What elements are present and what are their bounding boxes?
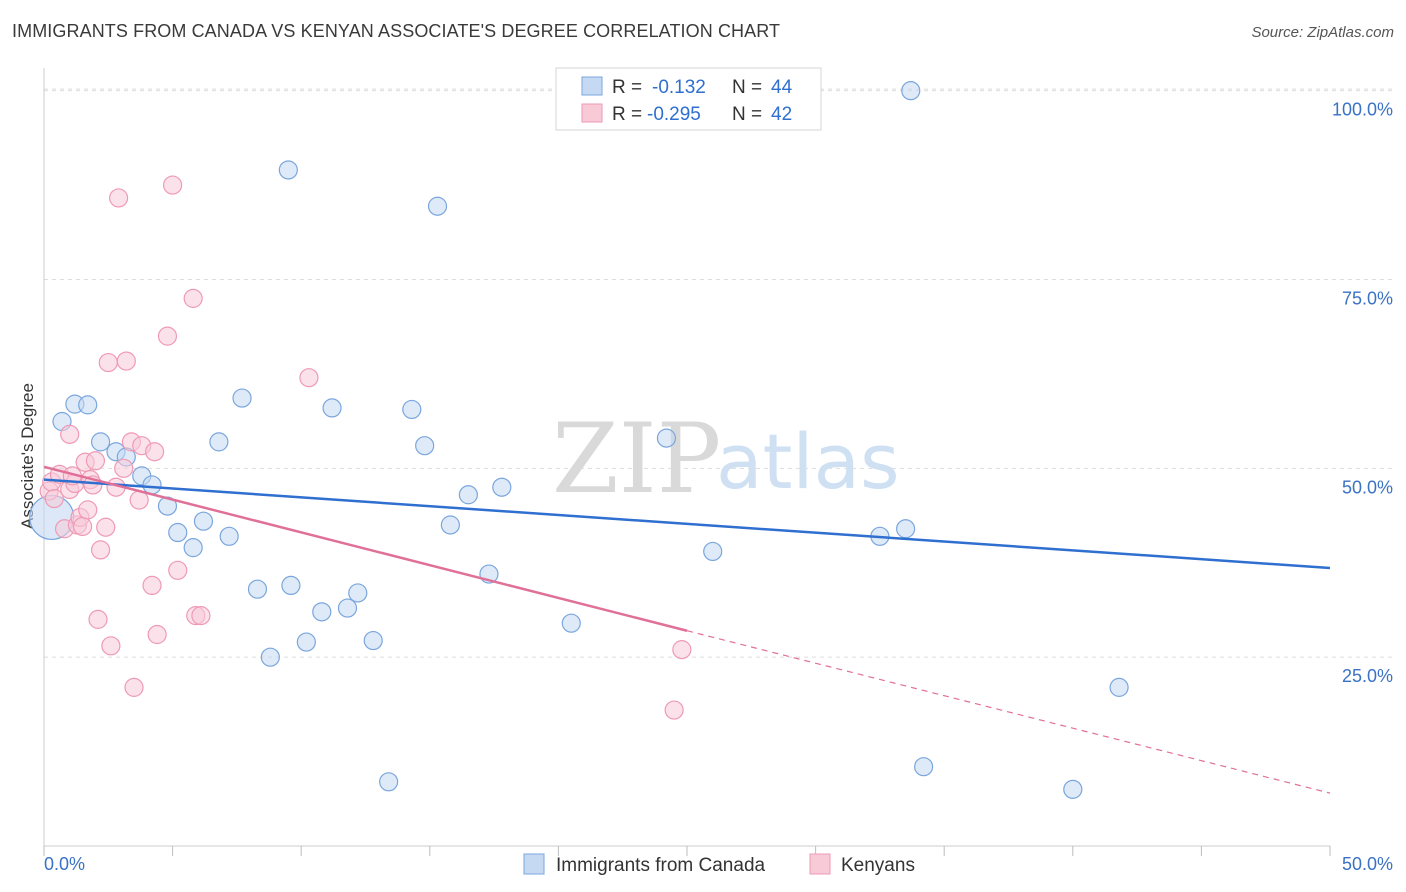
kenyans-point [191,606,211,626]
canada-point [896,519,916,539]
canada-point [656,428,677,448]
canada-point [415,436,435,456]
kenyans-point [147,624,167,645]
canada-point [168,522,188,543]
kenyans-point [116,351,136,371]
watermark: ZIP atlas [552,403,900,515]
series-legend-label-canada: Immigrants from Canada [556,855,766,876]
canada-point [337,598,358,618]
kenyans-point [168,560,188,580]
x-tick-labels: 0.0% 50.0% [44,854,1393,874]
x-tick-label-min: 0.0% [44,854,85,874]
kenyans-point [183,288,203,308]
stats-n-value-2: 42 [771,104,792,125]
canada-point [312,602,332,622]
trend-line-kenyans [43,465,688,632]
x-tick-label-max: 50.0% [1342,854,1393,874]
canada-point [193,511,214,531]
kenyans-point [72,516,93,537]
kenyans-point [44,488,64,509]
stats-n-label-1: N = [732,77,762,98]
stats-legend: R = -0.132 N = 44 R = -0.295 N = 42 [555,67,822,131]
kenyans-point [88,609,108,629]
stats-legend-swatch-kenyans [581,103,603,123]
canada-point [278,160,298,180]
canada-point [78,395,98,415]
kenyans-point [78,500,98,520]
canada-point [561,613,581,633]
trend-line-kenyans-extrapolated [686,630,1331,794]
canada-point [219,526,239,546]
y-tick-label-25: 25.0% [1342,666,1393,686]
kenyans-point [96,517,116,537]
kenyans-point [60,424,80,444]
canada-point [322,398,342,418]
kenyans-point [101,636,121,656]
canada-point [492,477,512,497]
canada-point [142,475,162,495]
canada-point [1063,779,1083,799]
kenyans-point [114,458,134,478]
kenyans-point [672,640,692,660]
kenyans-point [299,368,319,388]
canada-point [260,647,280,667]
canada-point [363,630,383,651]
kenyans-point [142,575,162,596]
canada-point [281,575,301,596]
stats-r-label-2: R = [612,104,642,125]
canada-point [402,399,422,420]
stats-r-label-1: R = [612,77,642,98]
stats-legend-swatch-canada [581,76,603,96]
canada-point [901,81,921,101]
kenyans-point [664,700,684,720]
kenyans-point [124,677,144,697]
watermark-atlas: atlas [716,417,900,506]
series-legend-label-kenyans: Kenyans [841,855,915,876]
y-tick-label-100: 100.0% [1332,100,1393,120]
stats-r-value-1: -0.132 [652,77,706,98]
kenyans-point [85,451,106,471]
canada-point [458,485,478,505]
stats-r-value-2: -0.295 [647,104,701,125]
chart-title: IMMIGRANTS FROM CANADA VS KENYAN ASSOCIA… [12,21,781,41]
kenyans-point [157,326,178,346]
kenyans-point [108,188,129,208]
chart-source: Source: ZipAtlas.com [1251,24,1394,41]
canada-point [1109,677,1129,697]
watermark-zip: ZIP [552,403,721,515]
canada-point [232,388,252,408]
canada-point [209,432,229,452]
canada-point [440,515,460,535]
canada-point [427,196,448,216]
canada-point [296,632,316,652]
y-tick-label-75: 75.0% [1342,288,1393,308]
x-ticks [43,846,1331,856]
kenyans-point [98,352,118,373]
canada-point [90,432,111,452]
series-legend-swatch-canada [523,853,545,875]
series-legend-swatch-kenyans [809,853,831,875]
canada-point [183,538,203,558]
y-tick-label-50: 50.0% [1342,477,1393,497]
series-legend: Immigrants from Canada Kenyans [523,853,915,876]
trend-line-canada [43,478,1331,570]
gridlines [44,88,1394,658]
canada-point [379,772,399,792]
canada-point [703,541,723,562]
y-axis-label: Associate's Degree [18,383,37,529]
y-tick-labels: 25.0% 50.0% 75.0% 100.0% [1332,100,1393,687]
canada-point [914,757,934,777]
trend-lines [43,465,1331,794]
kenyans-point [144,442,165,462]
kenyans-point [163,175,183,195]
canada-point [348,583,368,603]
stats-n-value-1: 44 [771,77,793,98]
canada-point [247,579,268,599]
stats-n-label-2: N = [732,104,762,125]
kenyans-point [90,540,111,560]
